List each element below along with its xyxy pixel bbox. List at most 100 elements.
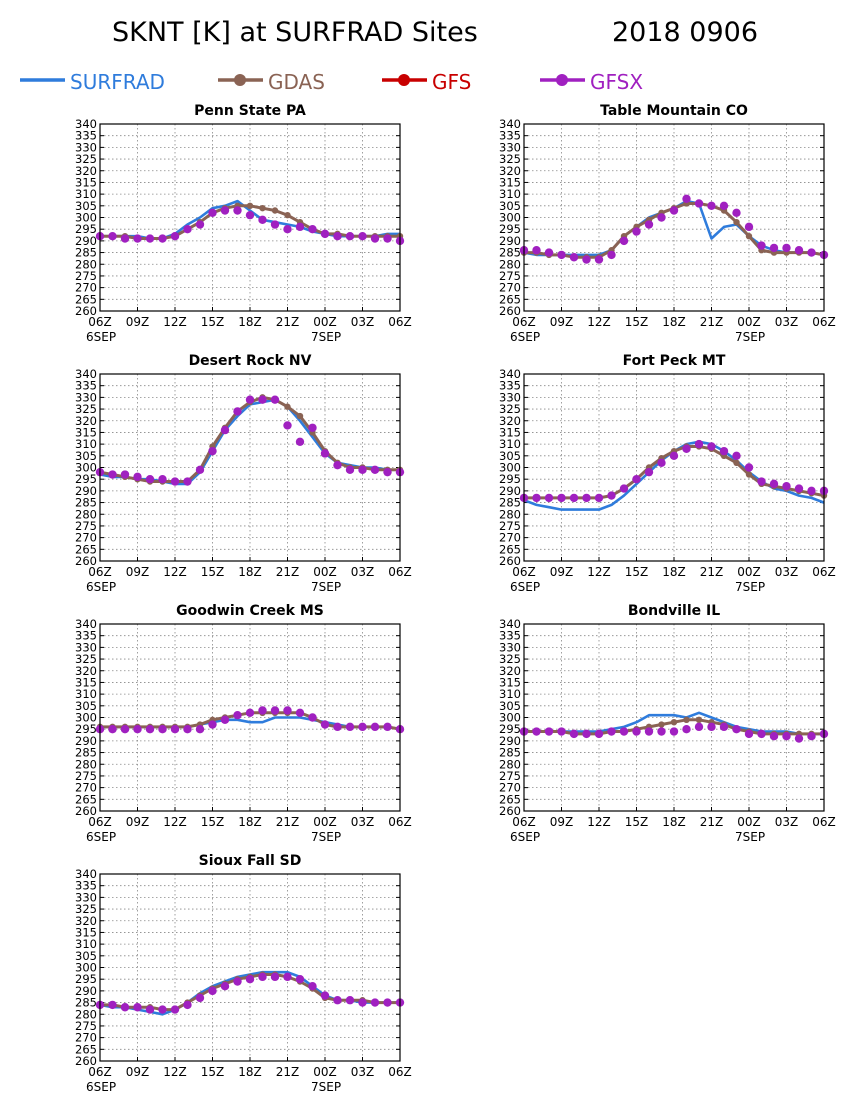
data-point: [719, 201, 729, 211]
data-point: [120, 1003, 130, 1012]
y-tick-label: 310: [75, 437, 97, 451]
y-tick-label: 270: [499, 281, 521, 295]
data-point: [246, 202, 254, 210]
x-tick-label: 09Z: [126, 815, 150, 829]
data-point: [345, 996, 355, 1005]
data-point: [158, 474, 167, 484]
x-tick-label: 15Z: [201, 1065, 225, 1079]
y-tick-label: 290: [499, 484, 521, 498]
panel-title: Fort Peck MT: [623, 353, 726, 369]
y-tick-label: 330: [75, 140, 97, 154]
x-tick-label: 06Z: [388, 315, 412, 329]
data-point: [607, 727, 616, 736]
x-tick-label: 09Z: [550, 565, 574, 579]
x-tick-label: 00Z: [737, 315, 761, 329]
x-tick-label: 06Z: [88, 1065, 112, 1079]
y-tick-label: 270: [75, 1031, 97, 1045]
series-gfsx: [95, 395, 405, 486]
data-point: [195, 220, 205, 229]
y-tick-label: 310: [499, 187, 521, 201]
data-point: [245, 974, 255, 984]
data-point: [694, 199, 704, 208]
y-tick-label: 300: [75, 711, 97, 725]
data-point: [532, 246, 541, 255]
y-tick-label: 285: [75, 746, 97, 760]
data-point: [669, 206, 679, 215]
data-point: [782, 732, 791, 741]
data-point: [370, 998, 380, 1007]
data-point: [158, 724, 167, 734]
y-tick-label: 300: [499, 711, 521, 725]
y-tick-label: 260: [75, 1054, 97, 1068]
data-point: [283, 972, 292, 982]
y-tick-label: 330: [499, 140, 521, 154]
data-point: [707, 722, 716, 732]
panel-penn-state-pa: Penn State PA 260265270275280285290295300…: [75, 103, 412, 344]
y-tick-label: 310: [75, 687, 97, 701]
y-tick-label: 260: [499, 804, 521, 818]
x-tick-label: 21Z: [276, 815, 300, 829]
data-point: [669, 727, 679, 736]
data-point: [333, 460, 342, 470]
y-tick-label: 335: [75, 129, 97, 143]
x-tick-label: 12Z: [587, 815, 611, 829]
data-point: [233, 206, 242, 215]
data-point: [195, 465, 205, 475]
data-point: [682, 444, 691, 453]
legend-label: GDAS: [268, 70, 325, 94]
plot-frame: [523, 373, 825, 562]
y-tick-label: 265: [499, 792, 521, 806]
y-tick-label: 275: [499, 769, 521, 783]
y-tick-label: 265: [75, 1042, 97, 1056]
data-point: [220, 206, 230, 215]
x-tick-label: 15Z: [625, 315, 649, 329]
data-point: [794, 246, 804, 255]
data-point: [757, 241, 766, 250]
y-tick-label: 265: [499, 292, 521, 306]
y-tick-label: 315: [75, 675, 97, 689]
data-point: [619, 236, 629, 246]
x-tick-label: 00Z: [737, 815, 761, 829]
y-tick-label: 290: [75, 984, 97, 998]
data-point: [594, 493, 604, 503]
x-date-label: 6SEP: [510, 580, 540, 594]
data-point: [270, 972, 280, 982]
data-point: [195, 993, 205, 1003]
x-tick-label: 06Z: [512, 315, 536, 329]
data-point: [769, 479, 779, 489]
y-tick-label: 275: [75, 519, 97, 533]
panel-title: Desert Rock NV: [189, 353, 312, 369]
x-tick-label: 09Z: [126, 565, 150, 579]
y-tick-label: 305: [499, 699, 521, 713]
y-tick-label: 310: [75, 937, 97, 951]
y-tick-label: 280: [75, 1007, 97, 1021]
data-point: [769, 243, 779, 253]
y-tick-label: 335: [499, 129, 521, 143]
x-tick-label: 03Z: [351, 1065, 375, 1079]
x-tick-label: 12Z: [587, 565, 611, 579]
panel-title: Table Mountain CO: [600, 103, 748, 119]
x-tick-label: 21Z: [700, 565, 724, 579]
chart-panels: Penn State PA260265270275280285290295300…: [75, 103, 836, 1094]
series-gfsx: [95, 972, 405, 1014]
data-point: [644, 727, 654, 736]
data-point: [582, 729, 591, 739]
y-tick-label: 285: [499, 246, 521, 260]
y-tick-label: 325: [499, 652, 521, 666]
y-tick-label: 265: [75, 292, 97, 306]
data-point: [133, 1003, 142, 1012]
data-point: [544, 248, 554, 257]
plot-frame: [99, 623, 401, 812]
data-point: [271, 207, 279, 214]
data-point: [733, 459, 740, 467]
data-point: [370, 722, 380, 732]
data-point: [745, 233, 753, 240]
x-tick-label: 03Z: [775, 815, 799, 829]
data-point: [284, 403, 291, 410]
x-date-label: 6SEP: [86, 1080, 116, 1094]
data-point: [383, 467, 392, 477]
data-point: [270, 220, 280, 229]
data-point: [383, 722, 392, 732]
panel-title: Sioux Fall SD: [199, 853, 302, 869]
data-point: [258, 972, 267, 982]
